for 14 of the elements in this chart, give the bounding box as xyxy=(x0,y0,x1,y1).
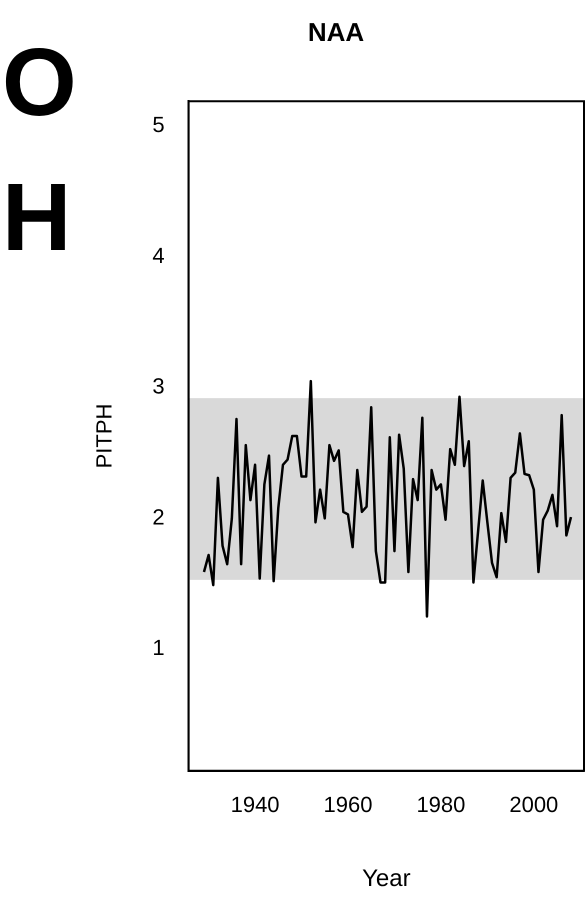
x-tick-label: 1960 xyxy=(324,792,372,818)
y-tick-label: 5 xyxy=(152,112,165,138)
chart-title: NAA xyxy=(308,16,364,47)
x-tick-label: 1980 xyxy=(416,792,466,818)
text: H xyxy=(2,164,72,271)
y-tick-label: 3 xyxy=(152,374,165,399)
y-axis-title: PITPH xyxy=(91,404,116,468)
x-tick-label: 1940 xyxy=(230,792,280,818)
y-tick-label: 1 xyxy=(152,635,165,660)
x-axis-title: Year xyxy=(362,865,411,892)
text: O xyxy=(2,29,77,136)
x-tick-label: 2000 xyxy=(509,792,558,818)
y-tick-label: 4 xyxy=(152,242,165,268)
y-tick-label: 2 xyxy=(152,504,165,530)
